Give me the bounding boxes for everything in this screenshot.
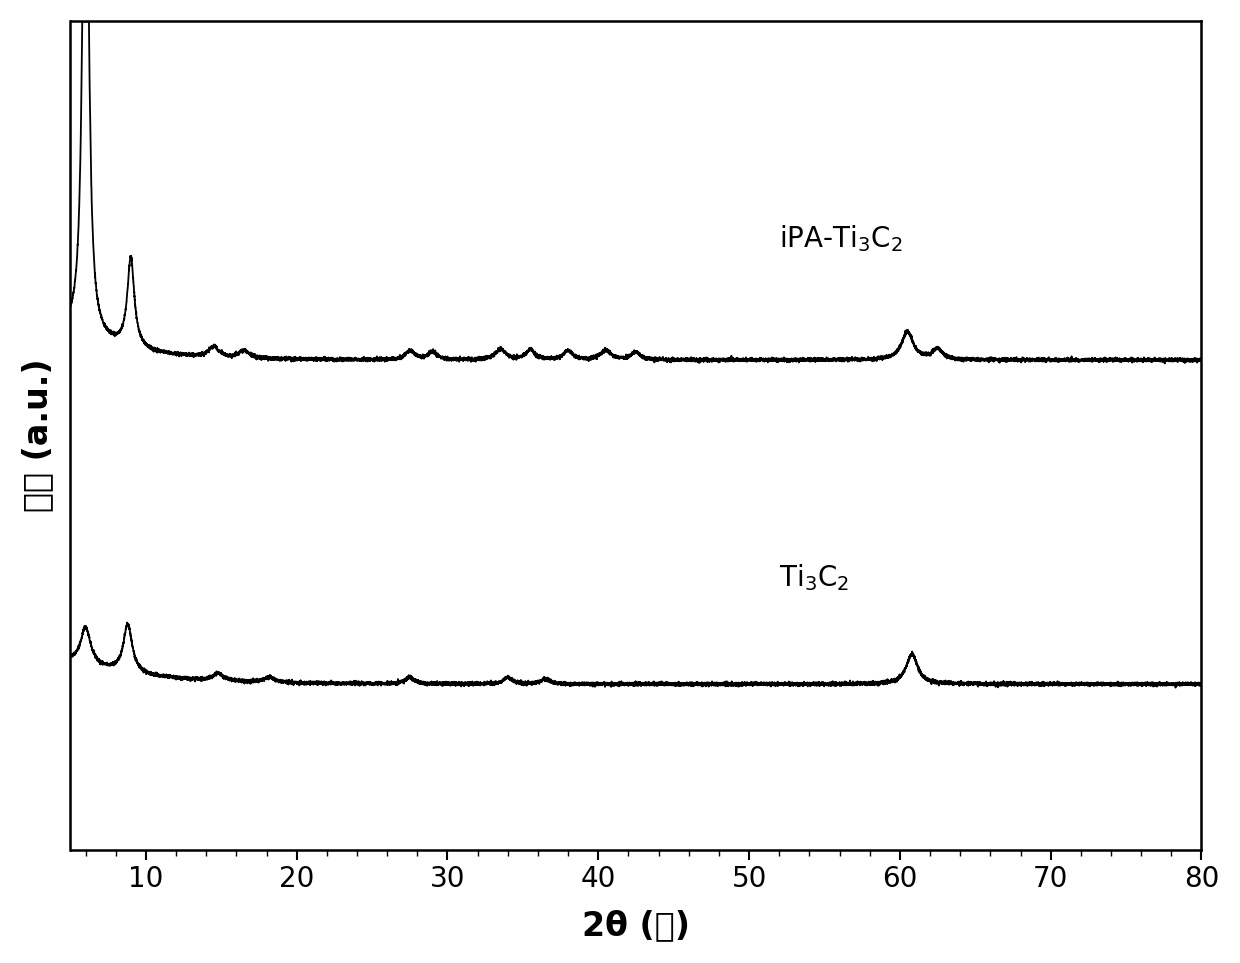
Y-axis label: 强度 (a.u.): 强度 (a.u.) <box>21 358 53 512</box>
X-axis label: 2θ (度): 2θ (度) <box>582 909 689 942</box>
Text: iPA-Ti$_3$C$_2$: iPA-Ti$_3$C$_2$ <box>779 223 903 253</box>
Text: Ti$_3$C$_2$: Ti$_3$C$_2$ <box>779 562 849 593</box>
